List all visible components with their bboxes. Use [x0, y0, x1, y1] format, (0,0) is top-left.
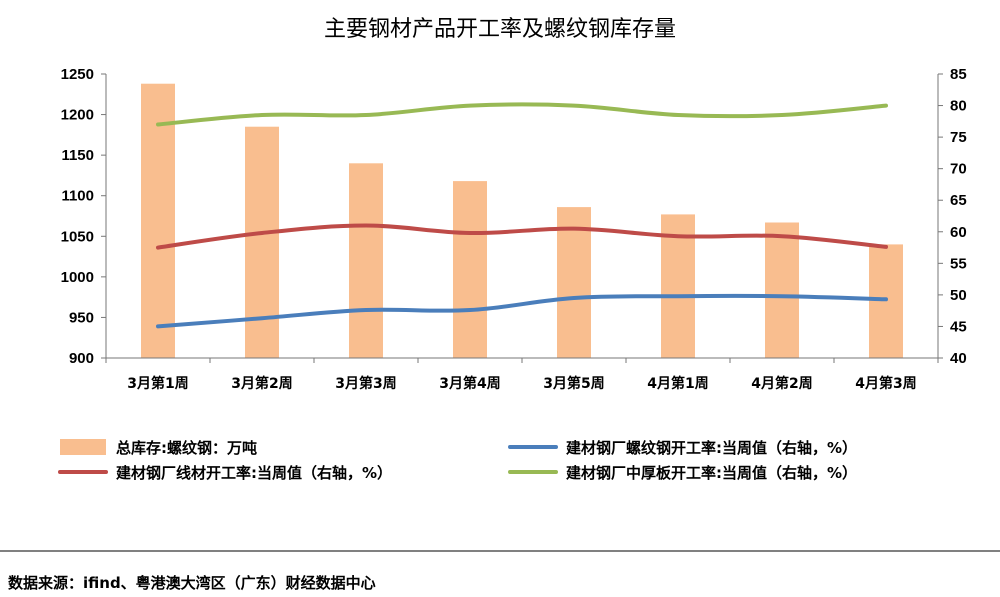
y-left-tick-label: 1100 [61, 188, 94, 205]
y-left-tick-label: 1050 [61, 228, 94, 245]
y-left-tick-label: 1000 [61, 269, 94, 286]
y-right-tick-label: 50 [950, 287, 967, 304]
y-left-tick-label: 900 [69, 350, 94, 367]
y-left-tick-label: 1250 [61, 66, 94, 83]
x-tick-label: 3月第2周 [231, 375, 292, 392]
y-left-tick-label: 950 [69, 309, 94, 326]
y-left-tick-label: 1150 [61, 147, 94, 164]
y-left-tick-label: 1200 [61, 107, 94, 124]
axes-layer [101, 73, 943, 363]
ticks-layer: 900 950 1000 1050 1100 1150 1200 1250 40 45 50 55 60… [61, 66, 967, 392]
bars-layer [141, 83, 903, 358]
legend-label-wire-rate: 建材钢厂线材开工率:当周值（右轴，%） [116, 464, 392, 482]
lines-layer [156, 102, 888, 329]
series-line-rebar-rate [156, 293, 888, 329]
x-tick-label: 4月第2周 [751, 375, 812, 392]
bar-6 [765, 222, 799, 358]
legend-item-wire-rate: 建材钢厂线材开工率:当周值（右轴，%） [58, 464, 392, 482]
legend-item-plate-rate: 建材钢厂中厚板开工率:当周值（右轴，%） [508, 464, 857, 482]
bar-4 [557, 207, 591, 358]
x-tick-label: 3月第5周 [543, 375, 604, 392]
legend-label-rebar-rate: 建材钢厂螺纹钢开工率:当周值（右轴，%） [566, 439, 857, 457]
footer-source: 数据来源：ifind、粤港澳大湾区（广东）财经数据中心 [8, 574, 376, 592]
bar-2 [349, 163, 383, 358]
legend-label-stock: 总库存:螺纹钢：万吨 [116, 439, 257, 457]
x-tick-label: 4月第1周 [647, 375, 708, 392]
y-right-tick-label: 75 [950, 129, 967, 146]
x-tick-label: 3月第1周 [127, 375, 188, 392]
legend-label-plate-rate: 建材钢厂中厚板开工率:当周值（右轴，%） [566, 464, 857, 482]
bar-0 [141, 83, 175, 358]
legend-item-rebar-rate: 建材钢厂螺纹钢开工率:当周值（右轴，%） [508, 439, 857, 457]
y-right-tick-label: 80 [950, 98, 967, 115]
bar-3 [453, 181, 487, 358]
x-tick-label: 3月第4周 [439, 375, 500, 392]
y-right-tick-label: 65 [950, 192, 967, 209]
legend: 总库存:螺纹钢：万吨 建材钢厂螺纹钢开工率:当周值（右轴，%） 建材钢厂线材开工… [58, 439, 857, 482]
legend-swatch-stock [60, 439, 106, 455]
series-line-wire-rate [156, 223, 888, 250]
series-line-plate-rate [156, 102, 888, 127]
legend-item-stock: 总库存:螺纹钢：万吨 [60, 439, 257, 457]
y-right-tick-label: 70 [950, 161, 967, 178]
y-right-tick-label: 45 [950, 318, 967, 335]
bar-1 [245, 126, 279, 358]
y-right-tick-label: 60 [950, 224, 967, 241]
x-tick-label: 3月第3周 [335, 375, 396, 392]
chart-title: 主要钢材产品开工率及螺纹钢库存量 [324, 17, 676, 42]
y-right-tick-label: 55 [950, 255, 967, 272]
x-tick-label: 4月第3周 [855, 375, 916, 392]
y-right-tick-label: 40 [950, 350, 967, 367]
y-right-tick-label: 85 [950, 66, 967, 83]
